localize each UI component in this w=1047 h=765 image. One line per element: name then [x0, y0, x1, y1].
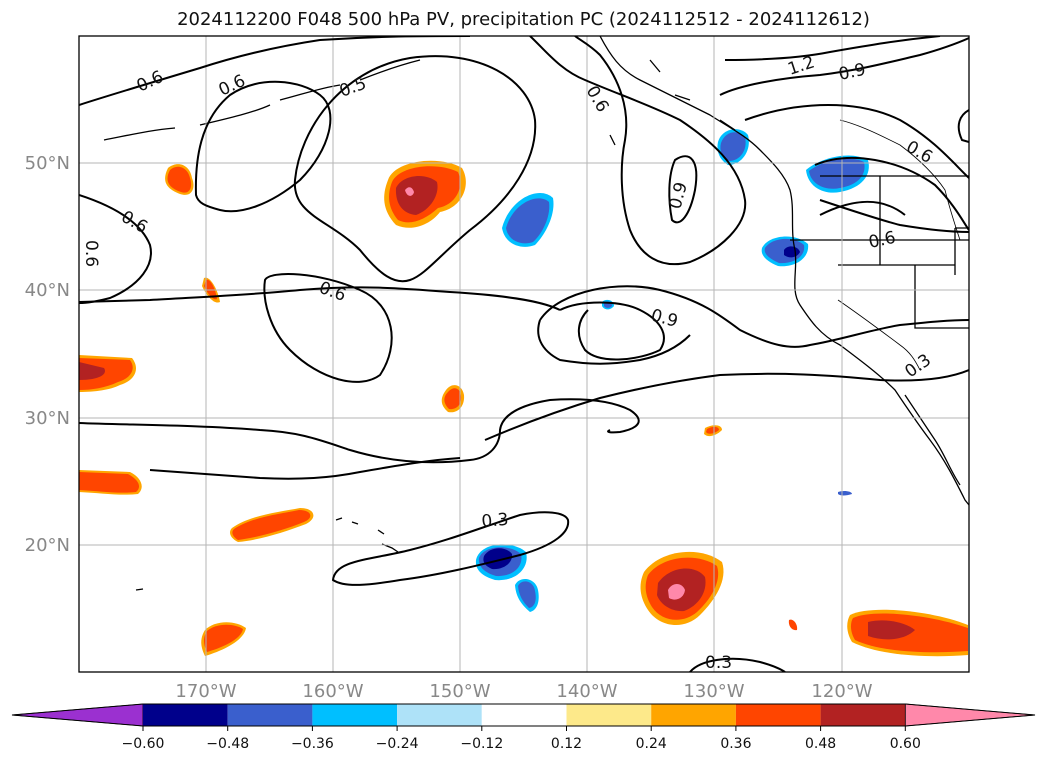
lon-label: 150°W: [429, 681, 490, 702]
colorbar-segment: [651, 704, 736, 726]
map-frame: [78, 35, 970, 673]
colorbar-tick-label: −0.60: [122, 736, 165, 752]
longitude-labels: 170°W 160°W 150°W 140°W 130°W 120°W: [175, 681, 872, 702]
map-area: [79, 36, 969, 672]
contour-label: 0.6: [81, 240, 101, 267]
map-title: 2024112200 F048 500 hPa PV, precipitatio…: [177, 9, 870, 30]
colorbar-segment: [820, 704, 906, 726]
colorbar-segment: [735, 704, 821, 726]
colorbar-tick-label: 0.60: [890, 736, 921, 752]
colorbar-ticks: −0.60 −0.48 −0.36 −0.24 −0.12 0.12 0.24 0.36 0.4…: [122, 726, 921, 752]
colorbar-tick-label: −0.48: [206, 736, 249, 752]
lon-label: 160°W: [302, 681, 363, 702]
lat-label: 30°N: [25, 408, 70, 429]
colorbar-extend-max: [904, 703, 1036, 727]
pv-contours: [79, 36, 969, 672]
lon-label: 140°W: [556, 681, 617, 702]
colorbar-segment: [227, 704, 313, 726]
colorbar-tick-label: 0.12: [551, 736, 582, 752]
colorbar-tick-label: 0.36: [720, 736, 751, 752]
lat-label: 50°N: [25, 153, 70, 174]
colorbar-tick-label: −0.36: [291, 736, 334, 752]
lat-label: 20°N: [25, 535, 70, 556]
colorbar-segment: [397, 704, 482, 726]
colorbar-tick-label: 0.24: [636, 736, 667, 752]
coastlines: [103, 36, 969, 591]
colorbar-segment: [143, 704, 228, 726]
colorbar-tick-label: 0.48: [805, 736, 836, 752]
lat-label: 40°N: [25, 280, 70, 301]
colorbar-segment: [566, 704, 652, 726]
lon-label: 170°W: [175, 681, 236, 702]
latitude-labels: 50°N 40°N 30°N 20°N: [25, 153, 70, 556]
lon-label: 130°W: [683, 681, 744, 702]
gridlines: [79, 36, 969, 672]
colorbar-tick-label: −0.24: [376, 736, 419, 752]
precip-negative-areas: [475, 129, 869, 612]
precip-positive-areas: [79, 160, 968, 657]
colorbar-tick-label: −0.12: [460, 736, 503, 752]
colorbar-segment: [312, 704, 398, 726]
colorbar: [11, 703, 1036, 727]
contour-label: 0.3: [481, 510, 510, 532]
colorbar-segment: [481, 704, 567, 726]
contour-label: 0.3: [705, 653, 732, 673]
colorbar-extend-min: [11, 703, 144, 727]
lon-label: 120°W: [811, 681, 872, 702]
